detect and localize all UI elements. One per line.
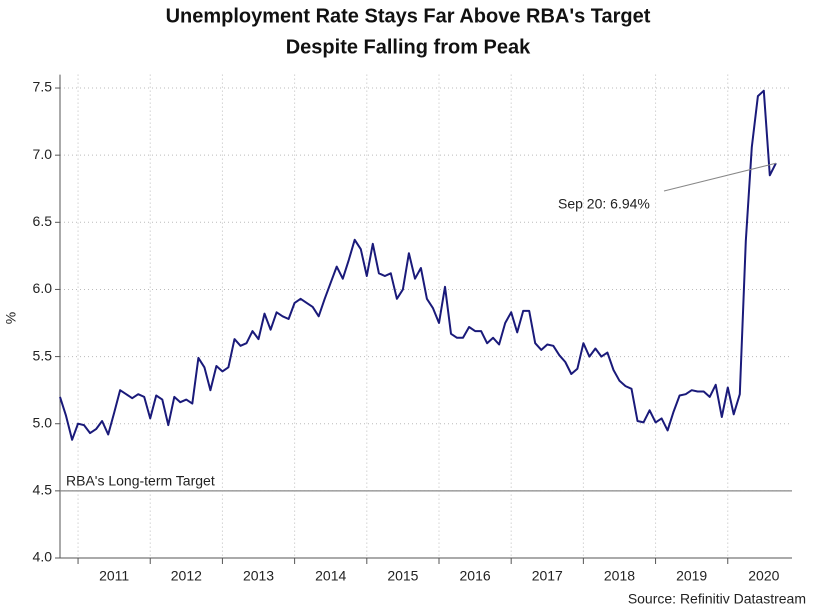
y-tick-label: 4.5	[33, 482, 53, 498]
y-tick-label: 7.5	[33, 79, 53, 95]
chart-title: Despite Falling from Peak	[286, 36, 531, 58]
y-tick-label: 7.0	[33, 146, 53, 162]
x-tick-label: 2015	[387, 568, 418, 584]
y-tick-label: 6.5	[33, 213, 53, 229]
target-label: RBA's Long-term Target	[66, 473, 215, 489]
y-tick-label: 5.0	[33, 414, 53, 430]
chart-title: Unemployment Rate Stays Far Above RBA's …	[166, 5, 651, 27]
x-tick-label: 2019	[676, 568, 707, 584]
annotation-leader	[663, 162, 777, 192]
y-tick-label: 5.5	[33, 347, 53, 363]
x-tick-label: 2012	[171, 568, 202, 584]
x-tick-label: 2013	[243, 568, 274, 584]
x-tick-label: 2011	[99, 568, 129, 584]
x-tick-label: 2020	[748, 568, 779, 584]
y-axis-label: %	[3, 312, 19, 324]
source: Source: Refinitiv Datastream	[628, 591, 806, 607]
y-tick-label: 6.0	[33, 280, 53, 296]
x-tick-label: 2016	[460, 568, 491, 584]
annotation: Sep 20: 6.94%	[558, 196, 650, 212]
x-tick-label: 2017	[532, 568, 563, 584]
line	[59, 89, 777, 441]
y-tick-label: 4.0	[33, 549, 53, 565]
x-tick-label: 2018	[604, 568, 635, 584]
x-tick-label: 2014	[315, 568, 346, 584]
